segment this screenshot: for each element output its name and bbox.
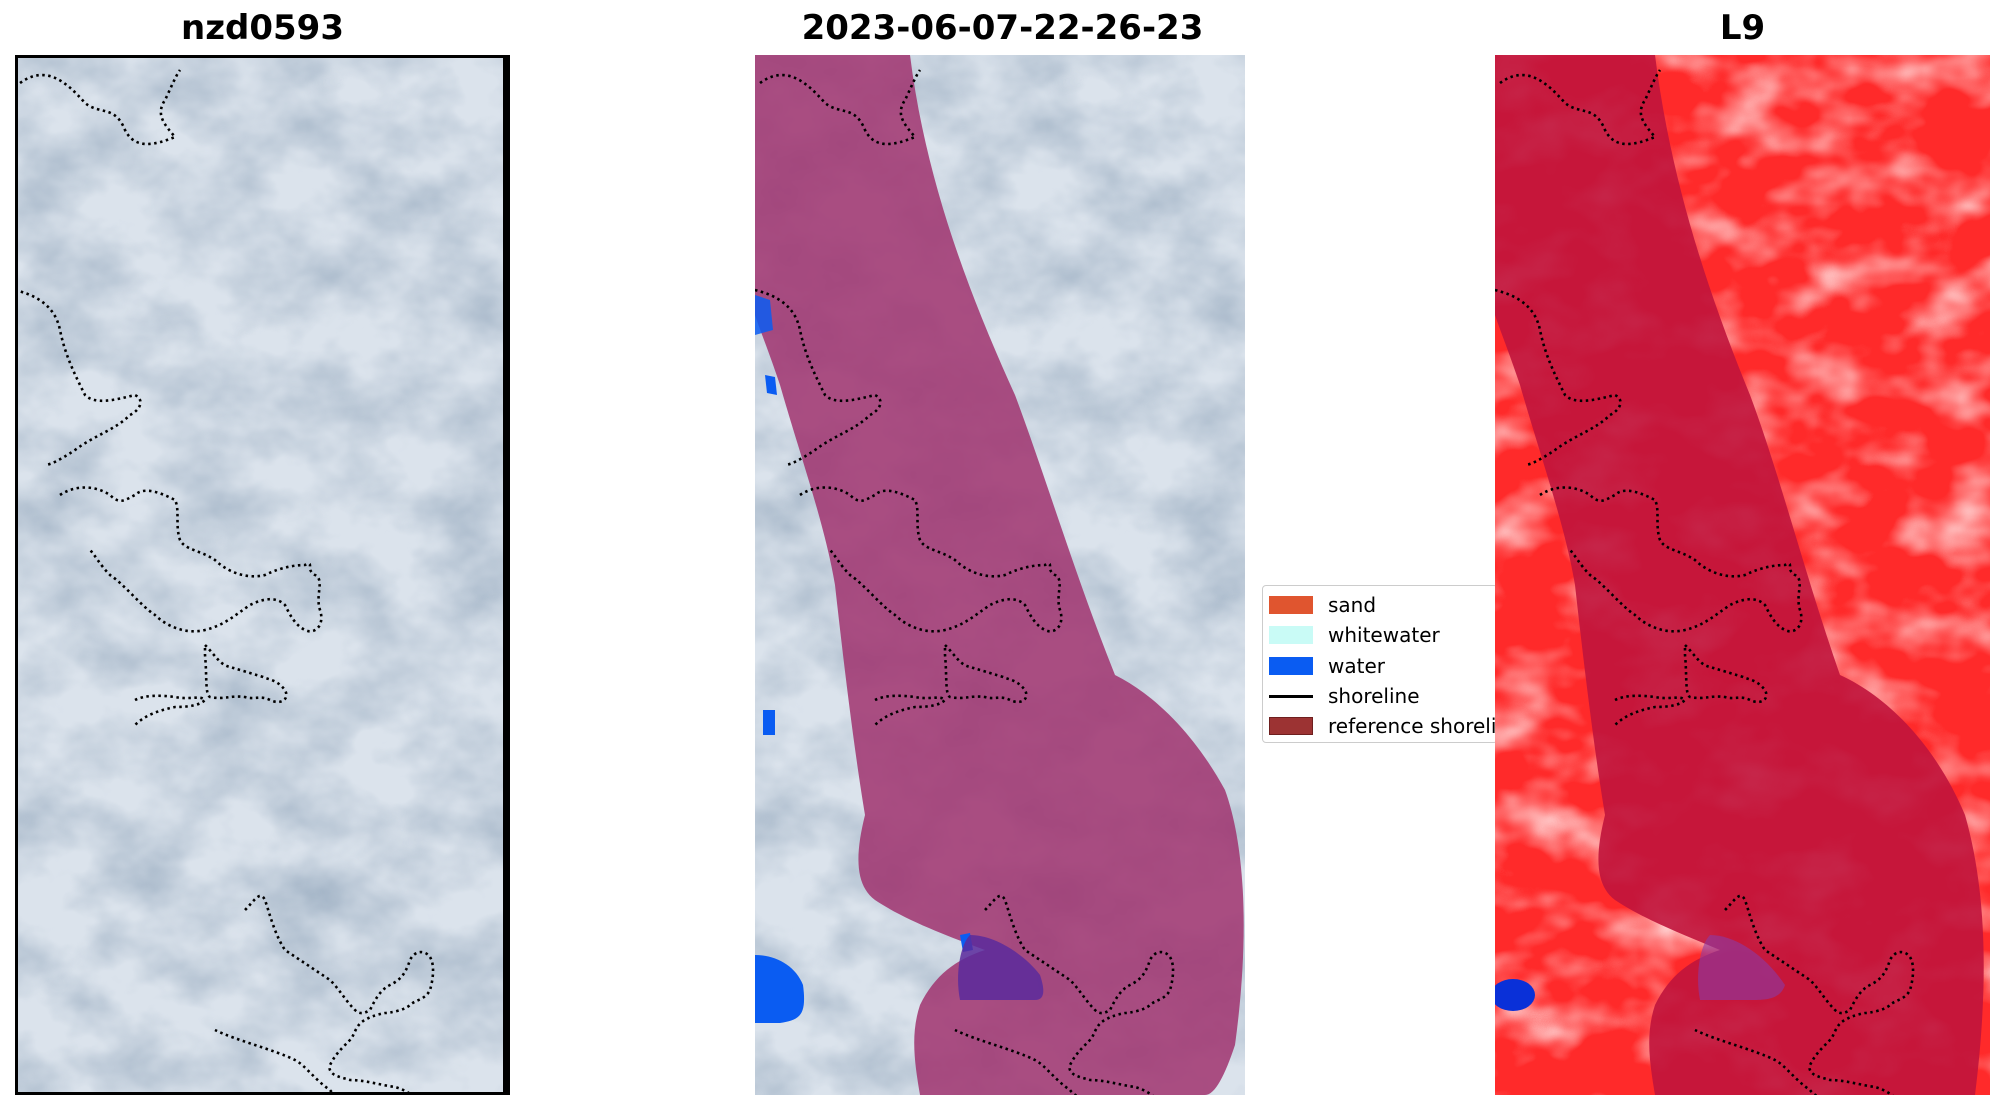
shoreline-line-sample (1269, 694, 1313, 698)
panel-title-index: L9 (1719, 8, 1766, 48)
legend-item-water: water (1263, 652, 1385, 680)
water-pixels-patch (765, 375, 777, 395)
legend-item-reference-shoreline: reference shoreline (1263, 712, 1497, 740)
panel-title-classification: 2023-06-07-22-26-23 (801, 8, 1204, 48)
cloud-texture (15, 55, 510, 1095)
legend-label-sand: sand (1328, 593, 1377, 617)
water-swatch (1269, 657, 1313, 675)
legend-item-shoreline: shoreline (1263, 682, 1420, 710)
panel-frame-right-edge (503, 55, 510, 1095)
legend-label-water: water (1328, 654, 1385, 678)
imagery-panel (15, 55, 510, 1095)
water-pixels-patch (755, 295, 773, 335)
legend: sand whitewater water shoreline referenc… (1262, 585, 1498, 743)
classification-panel (755, 55, 1245, 1095)
water-pixels-patch (755, 955, 805, 1023)
index-low-patch (1698, 935, 1785, 1000)
water-under-mask (958, 935, 1044, 1000)
legend-label-whitewater: whitewater (1328, 623, 1440, 647)
legend-label-shoreline: shoreline (1328, 684, 1420, 708)
index-panel (1495, 55, 1990, 1095)
legend-item-sand: sand (1263, 591, 1376, 619)
panel-title-imagery: nzd0593 (181, 8, 344, 48)
sand-swatch (1269, 596, 1313, 614)
legend-label-reference-shoreline: reference shoreline (1328, 714, 1497, 738)
whitewater-swatch (1269, 626, 1313, 644)
water-pixels-patch (763, 710, 775, 735)
legend-item-whitewater: whitewater (1263, 621, 1440, 649)
index-water-blob (1495, 979, 1535, 1011)
reference-shoreline-swatch (1269, 717, 1313, 735)
